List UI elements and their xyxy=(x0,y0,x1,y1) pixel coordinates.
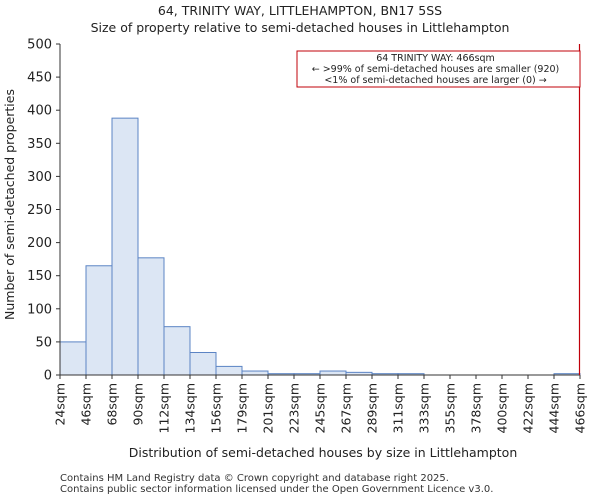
histogram-bar xyxy=(137,257,165,376)
x-tick-label: 112sqm xyxy=(157,383,172,433)
annotation-line-3: <1% of semi-detached houses are larger (… xyxy=(324,75,546,86)
y-axis-title: Number of semi-detached properties xyxy=(2,89,17,320)
x-tick-label: 134sqm xyxy=(183,383,198,433)
x-tick-label: 466sqm xyxy=(573,383,588,433)
footer: Contains HM Land Registry data © Crown c… xyxy=(60,473,493,495)
annotation-line-1: 64 TRINITY WAY: 466sqm xyxy=(376,53,495,64)
x-axis-title: Distribution of semi-detached houses by … xyxy=(129,445,518,460)
y-tick-label: 200 xyxy=(27,236,52,251)
x-tick-label: 90sqm xyxy=(131,383,146,426)
histogram-bar xyxy=(189,351,217,376)
histogram-bar xyxy=(319,370,347,376)
annotation-line-2: ← >99% of semi-detached houses are small… xyxy=(312,64,560,75)
footer-line-2: Contains public sector information licen… xyxy=(60,484,494,495)
x-tick-label: 46sqm xyxy=(79,383,94,426)
chart-title-line-1: 64, TRINITY WAY, LITTLEHAMPTON, BN17 5SS xyxy=(157,3,443,18)
histogram-bar xyxy=(241,370,269,376)
y-tick-label: 500 xyxy=(27,38,52,53)
chart-title-line-2: Size of property relative to semi-detach… xyxy=(90,20,510,35)
x-tick-label: 201sqm xyxy=(261,383,276,433)
histogram-bar xyxy=(59,341,87,376)
y-tick-label: 350 xyxy=(27,137,52,152)
x-tick-label: 333sqm xyxy=(417,383,432,433)
x-tick-label: 245sqm xyxy=(313,383,328,433)
y-tick-label: 100 xyxy=(27,302,52,317)
y-tick-label: 150 xyxy=(27,269,52,284)
y-tick-label: 50 xyxy=(35,335,52,350)
x-tick-label: 179sqm xyxy=(235,383,250,433)
histogram-bar xyxy=(85,265,113,376)
x-tick-label: 289sqm xyxy=(365,383,380,433)
x-tick-label: 267sqm xyxy=(339,383,354,433)
annotation-box xyxy=(296,50,581,88)
chart-title: 64, TRINITY WAY, LITTLEHAMPTON, BN17 5SS… xyxy=(0,2,600,36)
x-tick-label: 400sqm xyxy=(495,383,510,433)
y-tick-label: 450 xyxy=(27,71,52,86)
histogram-bar xyxy=(163,326,191,376)
x-tick-label: 355sqm xyxy=(443,383,458,433)
x-tick-label: 444sqm xyxy=(547,383,562,433)
footer-line-1: Contains HM Land Registry data © Crown c… xyxy=(60,473,449,484)
x-tick-label: 68sqm xyxy=(105,383,120,426)
histogram-bar xyxy=(215,365,243,376)
x-tick-label: 311sqm xyxy=(391,383,406,433)
x-tick-label: 223sqm xyxy=(287,383,302,433)
y-tick-label: 0 xyxy=(44,369,52,384)
y-tick-label: 250 xyxy=(27,203,52,218)
y-tick-label: 400 xyxy=(27,104,52,119)
x-tick-label: 24sqm xyxy=(53,383,68,426)
x-tick-label: 156sqm xyxy=(209,383,224,433)
histogram-bar xyxy=(111,117,139,376)
y-tick-label: 300 xyxy=(27,170,52,185)
x-tick-label: 378sqm xyxy=(469,383,484,433)
x-tick-label: 422sqm xyxy=(521,383,536,433)
